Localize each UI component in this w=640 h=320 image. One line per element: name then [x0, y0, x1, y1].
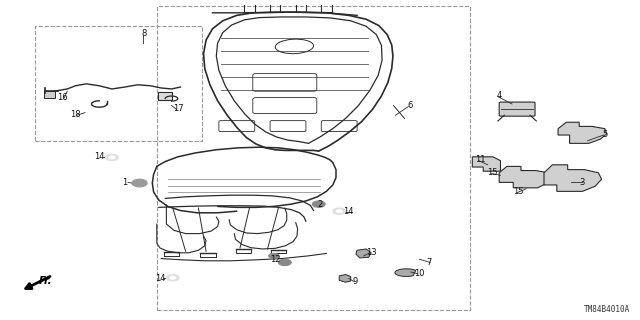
Text: 2: 2 [317, 200, 323, 209]
Text: 13: 13 [366, 248, 376, 257]
Text: Fr.: Fr. [38, 276, 52, 286]
Text: 10: 10 [414, 269, 424, 278]
Circle shape [336, 210, 342, 213]
Circle shape [269, 253, 279, 259]
Text: 15: 15 [513, 188, 524, 196]
Text: 5: 5 [602, 130, 607, 139]
Text: 17: 17 [173, 104, 183, 113]
FancyBboxPatch shape [219, 121, 255, 132]
Text: 12: 12 [270, 255, 280, 264]
Bar [44, 91, 55, 98]
Text: 14: 14 [155, 274, 165, 283]
Text: 14: 14 [94, 152, 104, 161]
FancyBboxPatch shape [253, 98, 317, 114]
Bar [35, 26, 202, 141]
Ellipse shape [275, 39, 314, 54]
Text: TM84B4010A: TM84B4010A [584, 305, 630, 314]
Bar [157, 6, 470, 310]
Text: 15: 15 [488, 168, 498, 177]
Polygon shape [339, 275, 351, 282]
Polygon shape [558, 122, 607, 143]
Circle shape [170, 276, 176, 279]
Polygon shape [356, 249, 371, 258]
Circle shape [312, 201, 325, 207]
Circle shape [333, 208, 346, 214]
Text: 3: 3 [580, 178, 585, 187]
Circle shape [109, 156, 115, 159]
Circle shape [106, 154, 118, 161]
Text: 6: 6 [407, 101, 412, 110]
Text: 1: 1 [122, 178, 127, 187]
Text: 8: 8 [141, 29, 147, 38]
Text: 16: 16 [58, 93, 68, 102]
Text: 14: 14 [344, 207, 354, 216]
Circle shape [132, 179, 147, 187]
Text: 4: 4 [497, 92, 502, 100]
Polygon shape [472, 157, 500, 171]
Polygon shape [499, 166, 550, 188]
Bar [158, 92, 172, 100]
Polygon shape [544, 165, 602, 191]
FancyBboxPatch shape [270, 121, 306, 132]
Polygon shape [395, 269, 416, 276]
Text: 18: 18 [70, 110, 81, 119]
FancyBboxPatch shape [253, 74, 317, 91]
Text: 9: 9 [353, 277, 358, 286]
Text: 11: 11 [475, 156, 485, 164]
Text: 7: 7 [426, 258, 431, 267]
FancyBboxPatch shape [499, 102, 535, 116]
FancyBboxPatch shape [321, 121, 357, 132]
Circle shape [278, 259, 291, 266]
Circle shape [166, 275, 179, 281]
